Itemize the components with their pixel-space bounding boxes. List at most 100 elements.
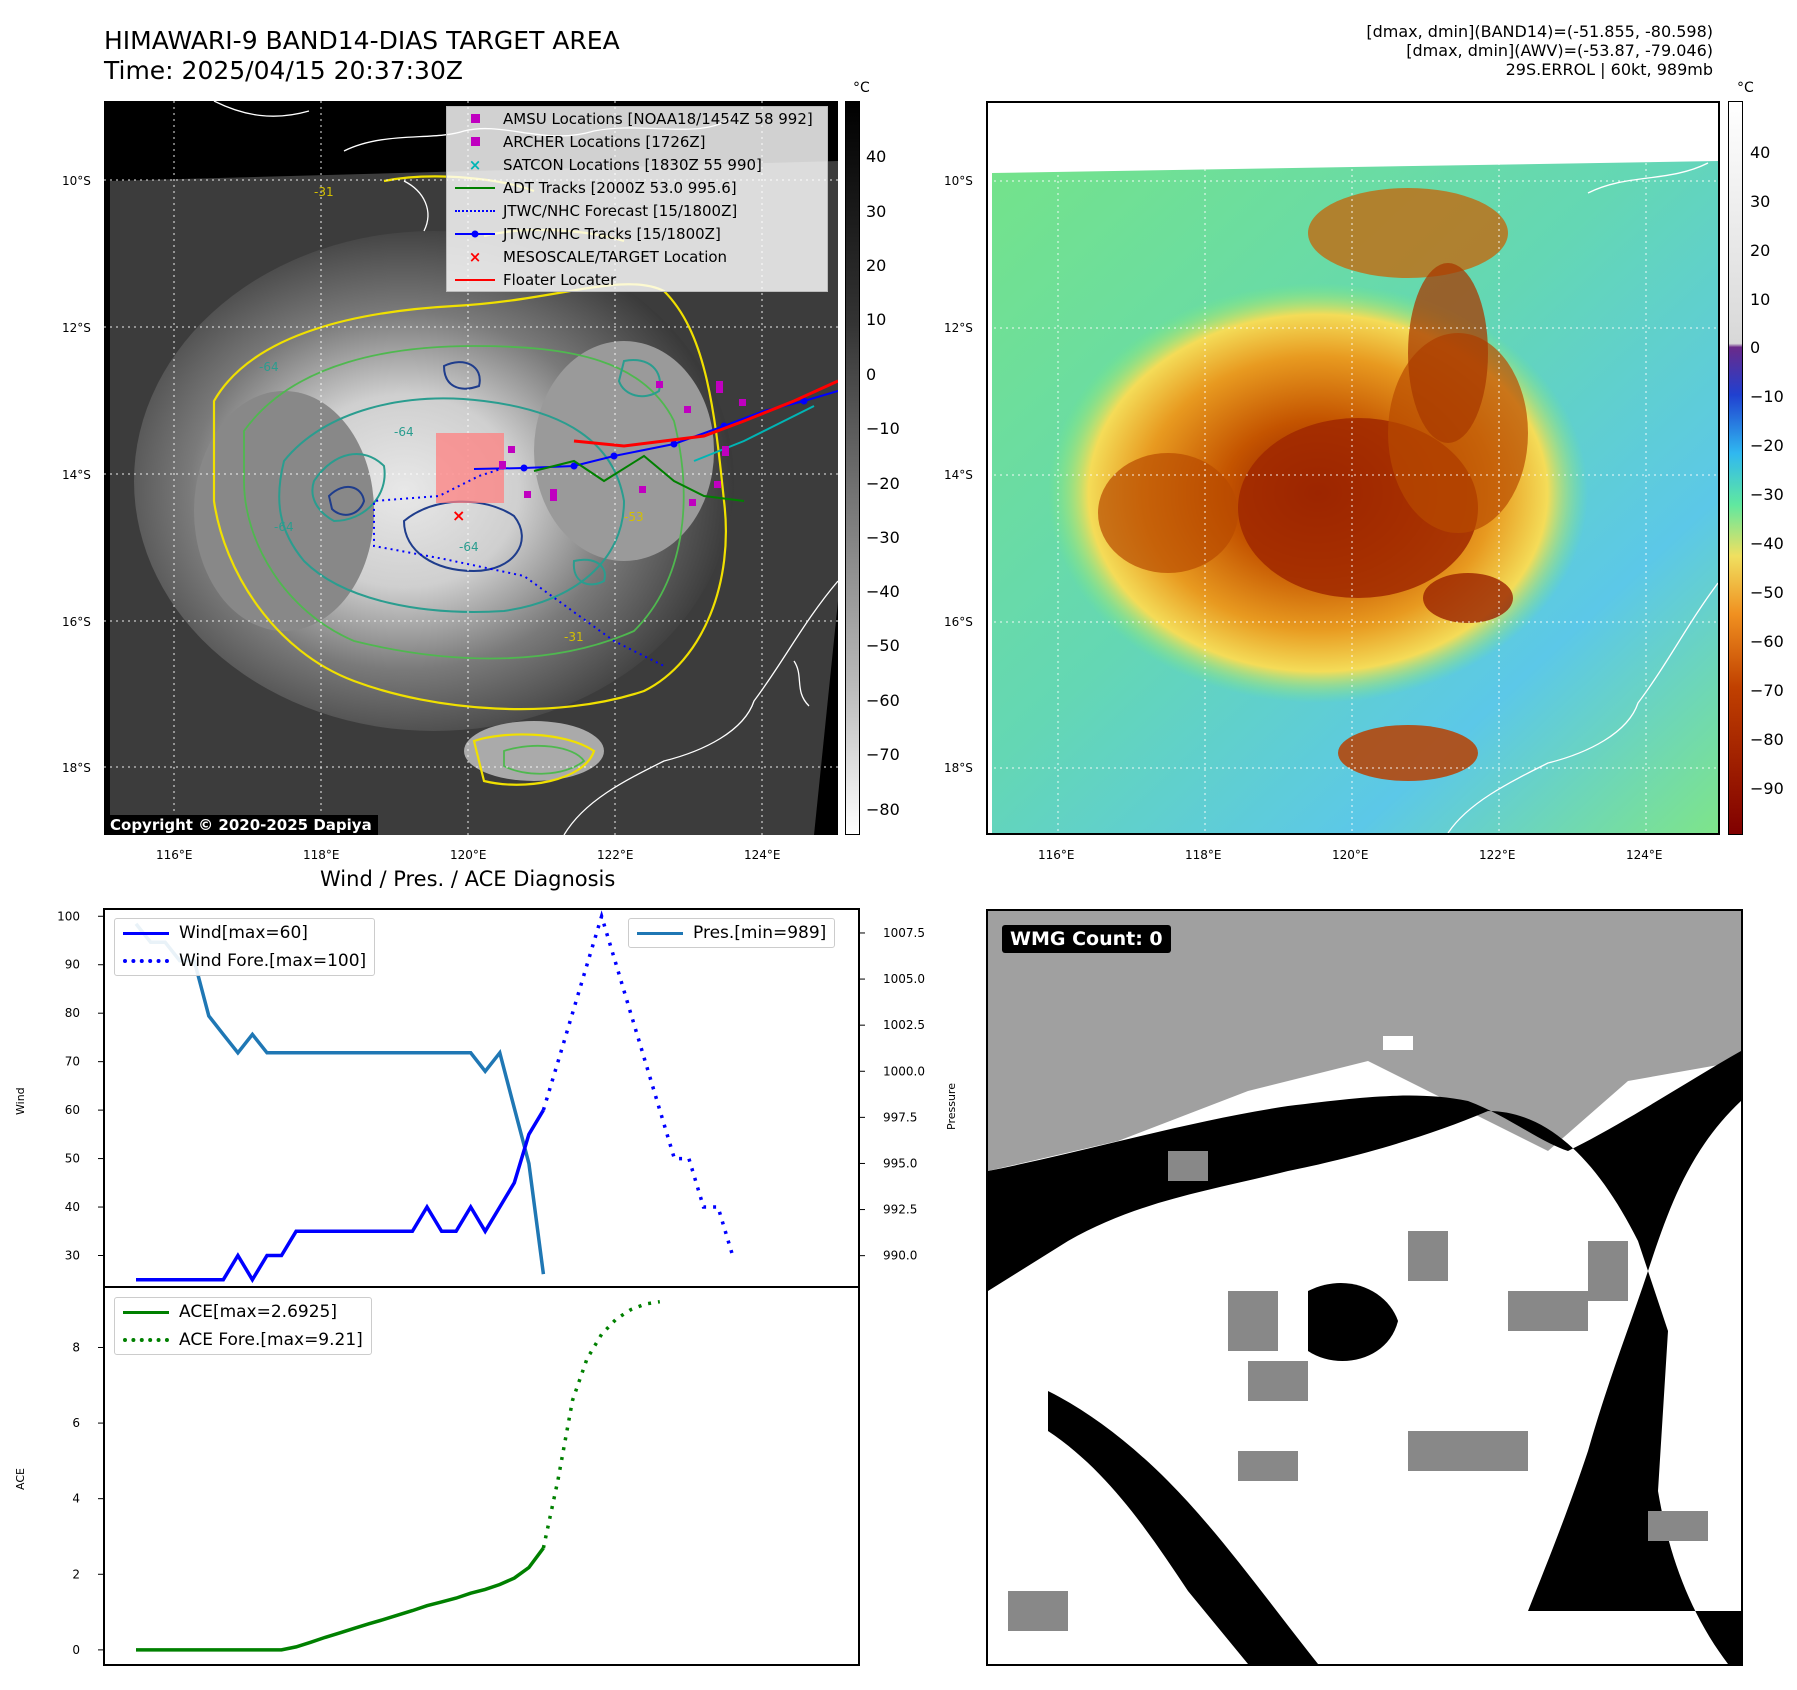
right-colorbar bbox=[1728, 101, 1743, 835]
y-tick-label: 0 bbox=[72, 1643, 80, 1657]
colorbar-tick: 0 bbox=[1750, 338, 1761, 357]
colorbar-tick: −40 bbox=[1750, 534, 1784, 553]
legend-label: AMSU Locations [NOAA18/1454Z 58 992] bbox=[503, 109, 813, 128]
x-marker-icon: × bbox=[468, 247, 482, 266]
legend-item-wind: Wind[max=60] bbox=[115, 919, 374, 947]
lon-label: 122°E bbox=[597, 848, 634, 862]
dotted-line-icon bbox=[123, 1338, 169, 1342]
line-marker-icon bbox=[455, 186, 495, 189]
y-tick-label: 90 bbox=[65, 958, 80, 972]
lon-label: 120°E bbox=[450, 848, 487, 862]
series-line bbox=[541, 910, 735, 1257]
colorbar-tick: −70 bbox=[1750, 681, 1784, 700]
y2-tick-label: 1000.0 bbox=[883, 1064, 925, 1078]
y-tick-label: 6 bbox=[72, 1416, 80, 1430]
lat-label: 12°S bbox=[944, 321, 973, 335]
left-colorbar bbox=[845, 101, 860, 835]
colorbar-tick: −70 bbox=[866, 745, 900, 764]
solid-line-icon bbox=[637, 931, 683, 935]
contour-label: -31 bbox=[564, 630, 584, 644]
dotted-line-icon bbox=[455, 209, 495, 212]
colorbar-tick: −50 bbox=[1750, 583, 1784, 602]
solid-line-icon bbox=[123, 931, 169, 935]
y2-tick-label: 1007.5 bbox=[883, 926, 925, 940]
legend-item-jtwc-tracks: JTWC/NHC Tracks [15/1800Z] bbox=[447, 222, 827, 245]
info-line-1: [dmax, dmin](BAND14)=(-51.855, -80.598) bbox=[1366, 22, 1713, 41]
colorbar-tick: 30 bbox=[866, 202, 887, 221]
legend-item-archer: ARCHER Locations [1726Z] bbox=[447, 130, 827, 153]
colorbar-tick: −60 bbox=[1750, 632, 1784, 651]
ace-legend: ACE[max=2.6925] ACE Fore.[max=9.21] bbox=[114, 1297, 372, 1355]
lon-label: 118°E bbox=[1185, 848, 1222, 862]
series-line bbox=[136, 1547, 545, 1652]
colorbar-tick: −30 bbox=[866, 528, 900, 547]
wmg-panel: WMG Count: 0 bbox=[986, 909, 1743, 1666]
dot-line-icon bbox=[455, 229, 495, 239]
ace-axes-frame bbox=[103, 1286, 860, 1666]
y-tick-label: 60 bbox=[65, 1103, 80, 1117]
wmg-canvas bbox=[988, 911, 1741, 1664]
colorbar-tick: 30 bbox=[1750, 192, 1771, 211]
legend-label: MESOSCALE/TARGET Location bbox=[503, 247, 728, 266]
contour-label: -31 bbox=[314, 185, 334, 199]
contour-label: -53 bbox=[624, 510, 644, 524]
colorbar-tick: 20 bbox=[866, 256, 887, 275]
y-tick-label: 8 bbox=[72, 1340, 80, 1354]
right-colorbar-ticks: 40 30 20 10 0 −10 −20 −30 −40 −50 −60 −7… bbox=[1750, 101, 1797, 835]
series-line bbox=[136, 1109, 545, 1284]
y2-tick-label: 995.0 bbox=[883, 1156, 917, 1170]
target-location-marker: × bbox=[452, 506, 465, 525]
chart-title: Wind / Pres. / ACE Diagnosis bbox=[320, 867, 616, 891]
lat-label: 14°S bbox=[944, 468, 973, 482]
wind-legend: Wind[max=60] Wind Fore.[max=100] bbox=[114, 918, 376, 976]
lat-label: 10°S bbox=[62, 174, 91, 188]
legend-item-floater: Floater Locater bbox=[447, 268, 827, 291]
square-marker-icon bbox=[455, 114, 495, 123]
y-tick-label: 40 bbox=[65, 1200, 80, 1214]
legend-label: JTWC/NHC Tracks [15/1800Z] bbox=[503, 224, 721, 243]
lon-label: 122°E bbox=[1479, 848, 1516, 862]
pressure-legend: Pres.[min=989] bbox=[628, 918, 836, 948]
legend-label: ACE[max=2.6925] bbox=[179, 1302, 337, 1322]
right-map-canvas bbox=[988, 103, 1718, 833]
colorbar-unit: °C bbox=[853, 80, 870, 96]
legend-label: Pres.[min=989] bbox=[693, 923, 827, 943]
colorbar-tick: −80 bbox=[866, 800, 900, 819]
colorbar-tick: −60 bbox=[866, 691, 900, 710]
y-tick-label: 80 bbox=[65, 1006, 80, 1020]
colorbar-tick: 10 bbox=[1750, 290, 1771, 309]
lat-label: 14°S bbox=[62, 468, 91, 482]
legend-item-adt: ADT Tracks [2000Z 53.0 995.6] bbox=[447, 176, 827, 199]
lon-label: 120°E bbox=[1332, 848, 1369, 862]
solid-line-icon bbox=[123, 1310, 169, 1314]
legend-item-jtwc-forecast: JTWC/NHC Forecast [15/1800Z] bbox=[447, 199, 827, 222]
lat-label: 10°S bbox=[944, 174, 973, 188]
colorbar-tick: −40 bbox=[866, 582, 900, 601]
contour-label: -64 bbox=[459, 540, 479, 554]
left-colorbar-ticks: 40 30 20 10 0 −10 −20 −30 −40 −50 −60 −7… bbox=[866, 101, 916, 835]
colorbar-tick: 10 bbox=[866, 310, 887, 329]
lon-label: 118°E bbox=[303, 848, 340, 862]
y2-tick-label: 1002.5 bbox=[883, 1018, 925, 1032]
colorbar-unit: °C bbox=[1737, 80, 1754, 96]
legend-item-satcon: × SATCON Locations [1830Z 55 990] bbox=[447, 153, 827, 176]
legend-label: Wind Fore.[max=100] bbox=[179, 951, 367, 971]
legend-item-ace-forecast: ACE Fore.[max=9.21] bbox=[115, 1326, 371, 1354]
info-line-2: [dmax, dmin](AWV)=(-53.87, -79.046) bbox=[1406, 41, 1713, 60]
map-legend: AMSU Locations [NOAA18/1454Z 58 992] ARC… bbox=[446, 106, 828, 292]
y-tick-label: 2 bbox=[72, 1567, 80, 1581]
y2-tick-label: 1005.0 bbox=[883, 972, 925, 986]
legend-label: ADT Tracks [2000Z 53.0 995.6] bbox=[503, 178, 737, 197]
jtwc-forecast-track bbox=[373, 467, 665, 667]
colorbar-tick: 40 bbox=[1750, 143, 1771, 162]
legend-label: Floater Locater bbox=[503, 270, 617, 289]
legend-item-target: × MESOSCALE/TARGET Location bbox=[447, 245, 827, 268]
colorbar-tick: −20 bbox=[1750, 436, 1784, 455]
colorbar-tick: 40 bbox=[866, 147, 887, 166]
colorbar-tick: −10 bbox=[866, 419, 900, 438]
x-marker-icon: × bbox=[468, 155, 482, 174]
copyright-label: Copyright © 2020-2025 Dapiya bbox=[104, 815, 378, 835]
lon-label: 116°E bbox=[156, 848, 193, 862]
line-marker-icon bbox=[455, 278, 495, 281]
legend-label: JTWC/NHC Forecast [15/1800Z] bbox=[503, 201, 738, 220]
